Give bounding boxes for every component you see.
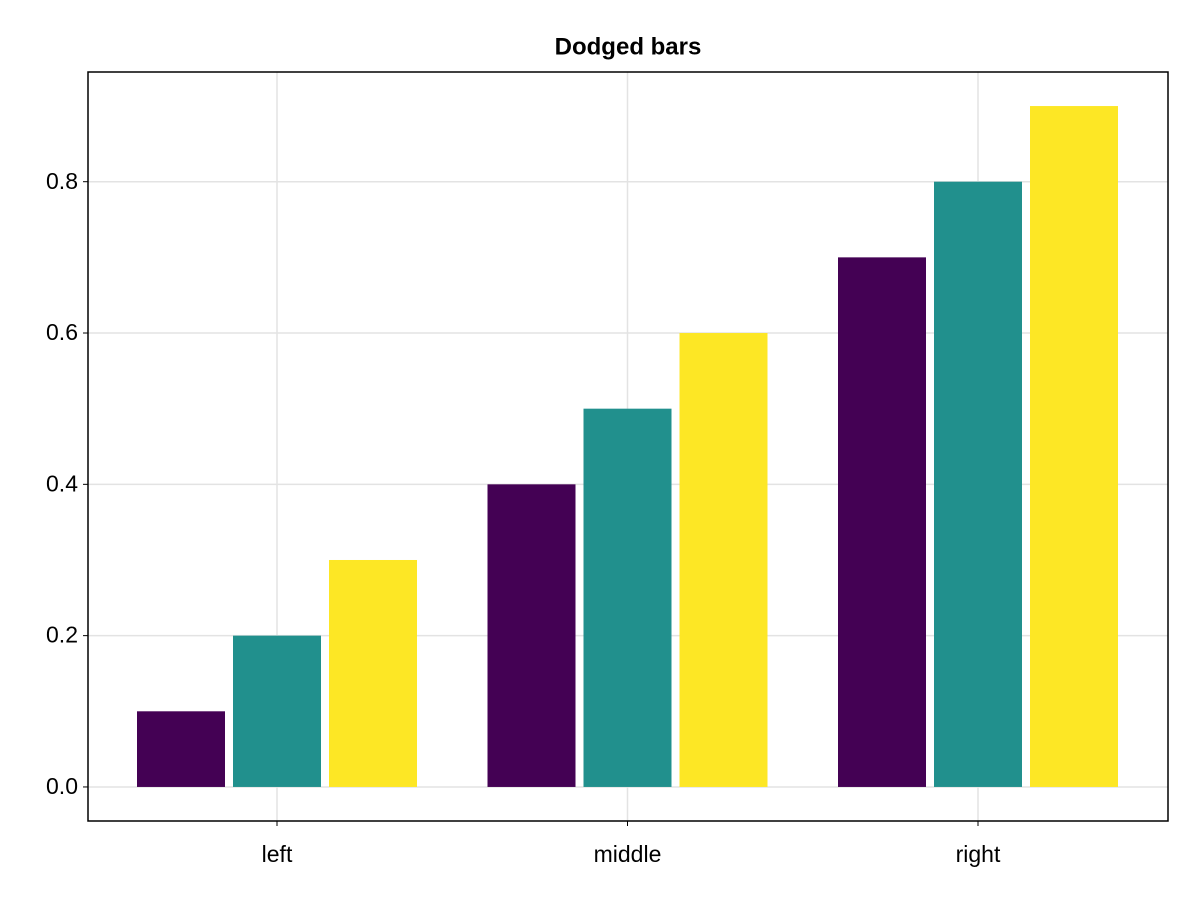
y-tick-label: 0.6 bbox=[46, 319, 78, 345]
chart-title: Dodged bars bbox=[555, 33, 702, 60]
bar bbox=[329, 559, 417, 787]
y-tick-label: 0.4 bbox=[46, 470, 78, 496]
y-tick-label: 0.0 bbox=[46, 773, 78, 799]
x-tick-label: left bbox=[262, 841, 293, 867]
y-tick-label: 0.2 bbox=[46, 622, 78, 648]
bar bbox=[487, 484, 576, 787]
x-tick-label: right bbox=[956, 841, 1001, 867]
plot-frame bbox=[87, 71, 1169, 822]
bar bbox=[583, 408, 672, 787]
x-tick-label: middle bbox=[594, 841, 662, 867]
bar bbox=[1030, 106, 1118, 787]
bar bbox=[838, 257, 926, 787]
bar bbox=[679, 333, 768, 787]
y-tick-label: 0.8 bbox=[46, 168, 78, 194]
bar bbox=[934, 181, 1022, 787]
bar bbox=[233, 635, 321, 787]
bar bbox=[137, 711, 225, 787]
